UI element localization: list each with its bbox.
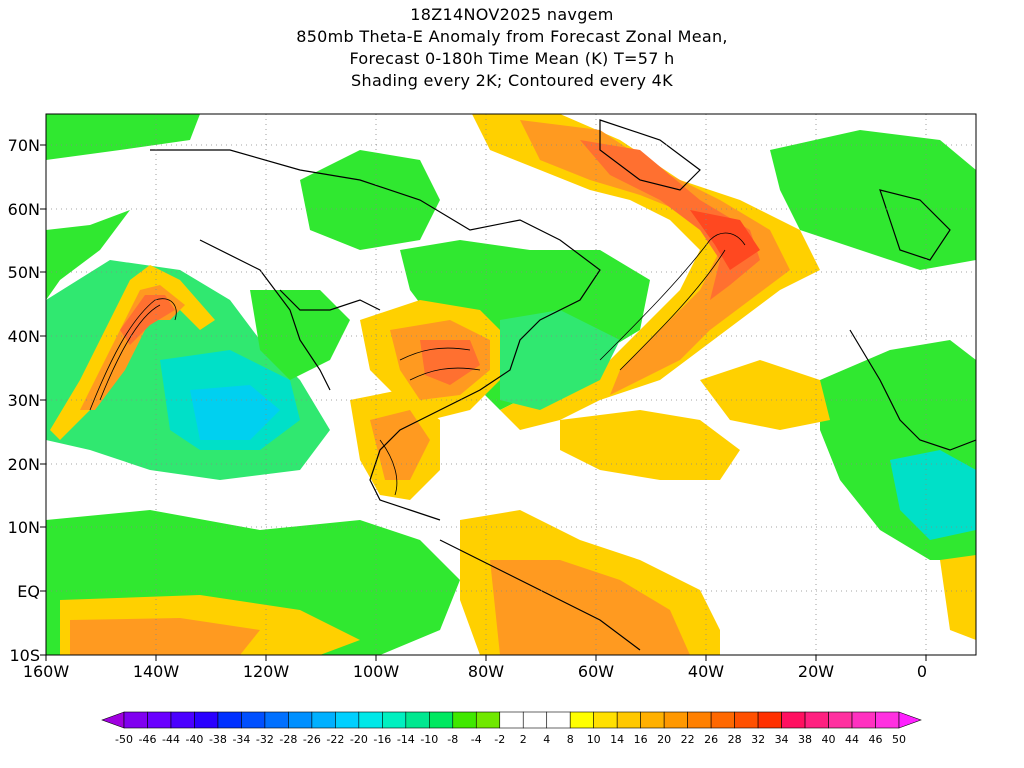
lat-label-50n: 50N bbox=[7, 263, 40, 282]
colorbar-tick-label: -10 bbox=[420, 733, 439, 746]
title-block: 18Z14NOV2025 navgem 850mb Theta-E Anomal… bbox=[0, 4, 1024, 92]
lat-label-30n: 30N bbox=[7, 391, 40, 410]
map-field bbox=[46, 114, 976, 655]
title-line-1: 18Z14NOV2025 navgem bbox=[410, 5, 614, 24]
colorbar-tick-label: -20 bbox=[349, 733, 368, 746]
coastlines bbox=[150, 119, 976, 651]
lat-label-20n: 20N bbox=[7, 455, 40, 474]
lon-label-60w: 60W bbox=[577, 662, 615, 681]
colorbar-tick-label: -32 bbox=[255, 733, 274, 746]
colorbar-tick-label: 4 bbox=[543, 733, 551, 746]
graticule bbox=[46, 114, 976, 655]
axis-ticks bbox=[40, 144, 927, 661]
colorbar-tick-label: -16 bbox=[373, 733, 392, 746]
colorbar-tick-label: 26 bbox=[704, 733, 719, 746]
lon-label-100w: 100W bbox=[352, 662, 400, 681]
colorbar-tick-label: 38 bbox=[798, 733, 813, 746]
colorbar-tick-label: 28 bbox=[727, 733, 742, 746]
colorbar-tick-label: 32 bbox=[751, 733, 766, 746]
colorbar-tick-label: 34 bbox=[774, 733, 789, 746]
lat-label-40n: 40N bbox=[7, 327, 40, 346]
lon-label-80w: 80W bbox=[467, 662, 505, 681]
title-line-4: Shading every 2K; Contoured every 4K bbox=[351, 71, 673, 90]
lon-label-120w: 120W bbox=[242, 662, 290, 681]
lon-label-140w: 140W bbox=[132, 662, 180, 681]
colorbar-tick-label: 46 bbox=[868, 733, 883, 746]
colorbar-tick-label: -34 bbox=[232, 733, 251, 746]
colorbar-tick-label: 50 bbox=[892, 733, 906, 746]
colorbar-tick-label: -4 bbox=[470, 733, 482, 746]
colorbar-tick-label: 22 bbox=[680, 733, 695, 746]
colorbar-tick-label: 14 bbox=[610, 733, 625, 746]
lon-label-20w: 20W bbox=[797, 662, 835, 681]
colorbar-tick-label: -50 bbox=[115, 733, 133, 746]
contours bbox=[89, 232, 746, 496]
colorbar-tick-label: -22 bbox=[326, 733, 345, 746]
colorbar-tick-label: -46 bbox=[138, 733, 157, 746]
colorbar-tick-label: 44 bbox=[845, 733, 860, 746]
colorbar-tick-label: 2 bbox=[519, 733, 527, 746]
colorbar-tick-label: -40 bbox=[185, 733, 204, 746]
colorbar-tick-label: 16 bbox=[633, 733, 648, 746]
lat-label-60n: 60N bbox=[7, 200, 40, 219]
title-line-3: Forecast 0-180h Time Mean (K) T=57 h bbox=[349, 49, 675, 68]
colorbar-tick-label: 8 bbox=[566, 733, 574, 746]
lat-label-70n: 70N bbox=[7, 136, 40, 155]
colorbar-tick-label: 40 bbox=[821, 733, 836, 746]
colorbar-tick-label: -26 bbox=[302, 733, 321, 746]
colorbar-tick-label: -44 bbox=[161, 733, 180, 746]
lat-label-eq: EQ bbox=[17, 582, 40, 601]
colorbar-tick-label: -8 bbox=[447, 733, 459, 746]
title-line-2: 850mb Theta-E Anomaly from Forecast Zona… bbox=[296, 27, 728, 46]
lon-label-0: 0 bbox=[916, 662, 928, 681]
colorbar-tick-label: -2 bbox=[494, 733, 506, 746]
colorbar-tick-label: -38 bbox=[208, 733, 227, 746]
colorbar-tick-label: -14 bbox=[396, 733, 415, 746]
colorbar-tick-label: 10 bbox=[586, 733, 601, 746]
colorbar-tick-label: -28 bbox=[279, 733, 298, 746]
lat-label-10s: 10S bbox=[9, 646, 40, 665]
lon-label-160w: 160W bbox=[22, 662, 70, 681]
colorbar-tick-label: 20 bbox=[657, 733, 672, 746]
lon-label-40w: 40W bbox=[687, 662, 725, 681]
lat-label-10n: 10N bbox=[7, 518, 40, 537]
